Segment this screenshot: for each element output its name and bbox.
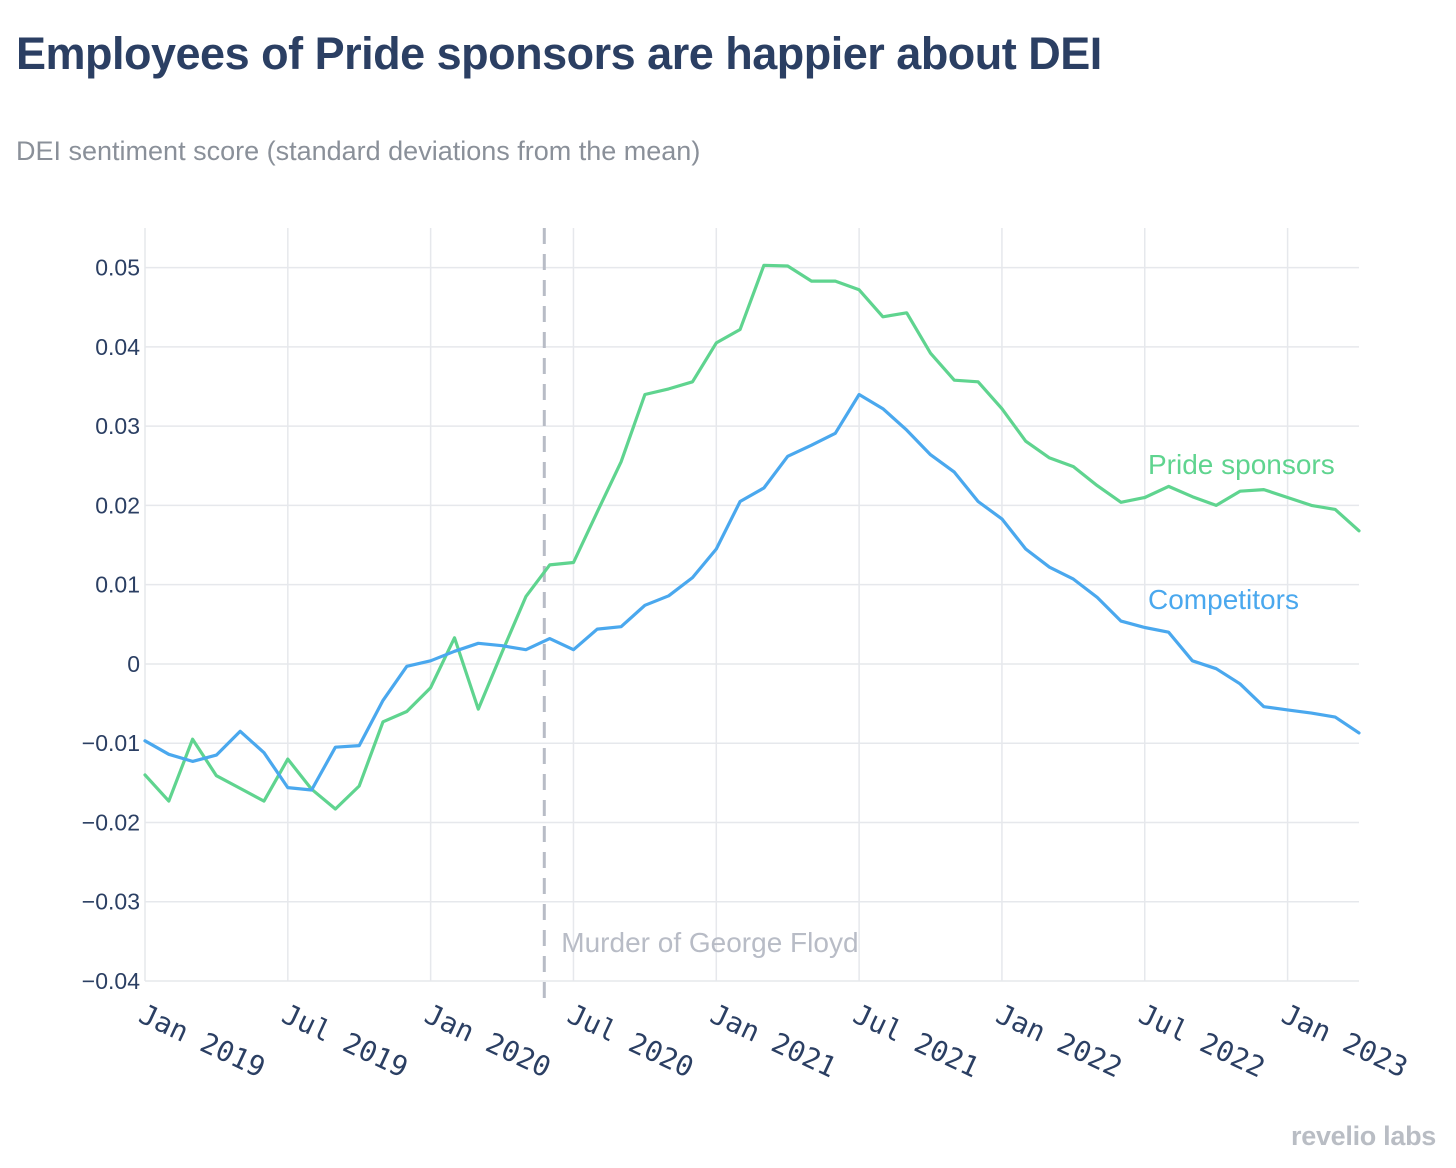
horizontal-gridlines: [145, 266, 1359, 982]
series-line-pride-sponsors: [143, 263, 1361, 811]
revelio-labs-logo: revelio labs: [1291, 1121, 1436, 1151]
vertical-gridlines: [144, 228, 1289, 981]
series-label: Competitors: [1148, 584, 1299, 615]
y-tick-label: 0.04: [95, 334, 140, 360]
series-line-competitors: [143, 392, 1361, 792]
series-labels: Pride sponsors Competitors: [1148, 449, 1335, 615]
x-axis-ticks: Jan 2019 Jul 2019 Jan 2020 Jul 2020 Jan 2021…: [134, 997, 1413, 1084]
y-tick-label: −0.04: [82, 968, 140, 994]
x-tick-label: Jul 2022: [1134, 997, 1270, 1084]
series-lines: [143, 263, 1361, 811]
x-tick-label: Jan 2022: [991, 997, 1127, 1084]
x-tick-label: Jul 2020: [563, 997, 699, 1084]
y-axis-ticks: 0.05 0.04 0.03 0.02 0.01 0 −0.01 −0.02 −0.03 −0.0…: [82, 255, 140, 994]
y-tick-label: 0: [127, 651, 140, 677]
x-tick-label: Jul 2019: [277, 997, 413, 1084]
george-floyd-annotation: Murder of George Floyd: [542, 228, 859, 999]
y-tick-label: −0.03: [82, 889, 140, 915]
x-tick-label: Jan 2019: [134, 997, 270, 1084]
y-tick-label: −0.02: [82, 809, 140, 835]
x-tick-label: Jan 2020: [420, 997, 556, 1084]
y-tick-label: 0.03: [95, 413, 140, 439]
series-label: Pride sponsors: [1148, 449, 1335, 480]
x-tick-label: Jan 2023: [1277, 997, 1413, 1084]
y-tick-label: 0.02: [95, 492, 140, 518]
annotation-label: Murder of George Floyd: [561, 927, 858, 958]
y-tick-label: 0.05: [95, 255, 140, 281]
y-tick-label: 0.01: [95, 572, 140, 598]
x-tick-label: Jan 2021: [705, 997, 841, 1084]
chart-title: Employees of Pride sponsors are happier …: [16, 28, 1102, 79]
chart-subtitle: DEI sentiment score (standard deviations…: [16, 136, 701, 166]
y-tick-label: −0.01: [82, 730, 140, 756]
x-tick-label: Jul 2021: [848, 997, 984, 1084]
